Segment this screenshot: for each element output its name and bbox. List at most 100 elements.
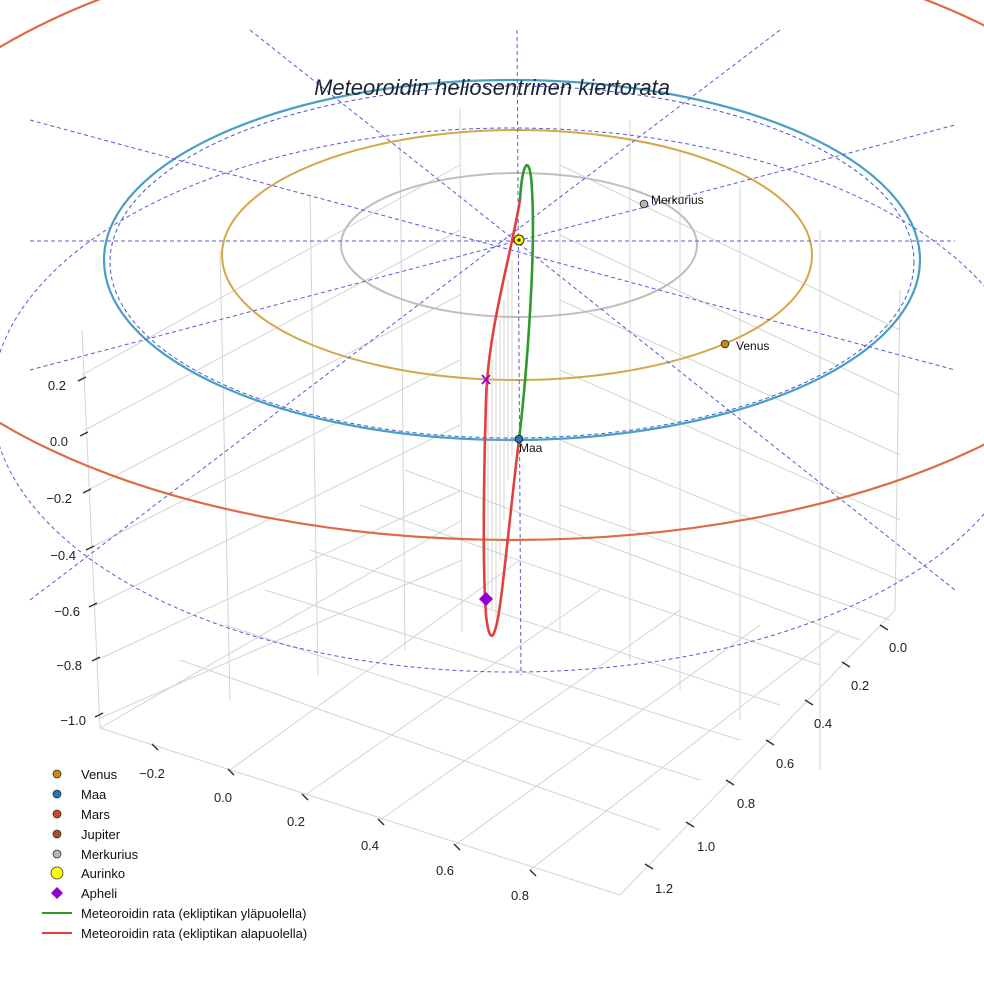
x-tick: [377, 818, 385, 826]
legend-label: Meteoroidin rata (ekliptikan yläpuolella…: [81, 906, 306, 921]
grid-line: [399, 139, 406, 651]
grid-line: [559, 369, 901, 521]
z-tick: [82, 488, 92, 494]
x-axis: [151, 743, 537, 877]
grid-line: [99, 559, 463, 719]
x-tick-label: 0.0: [214, 790, 232, 805]
y-tick: [804, 699, 814, 706]
merkurius-point: Merkurius: [639, 193, 704, 209]
grid-line: [619, 609, 896, 896]
grid-line: [309, 549, 781, 706]
venus-point: Venus: [720, 339, 769, 353]
y-tick-label: 0.6: [776, 756, 794, 771]
x-tick-label: 0.6: [436, 863, 454, 878]
legend-entry-merkurius: Merkurius: [52, 847, 139, 862]
x-tick-label: 0.2: [287, 814, 305, 829]
chart-title: Meteoroidin heliosentrinen kiertorata: [314, 75, 670, 100]
grid-line: [87, 294, 461, 491]
legend-label: Apheli: [81, 886, 117, 901]
legend-label: Meteoroidin rata (ekliptikan alapuolella…: [81, 926, 307, 941]
meteoroid-orbit-above: [517, 163, 535, 441]
grid-line: [99, 519, 463, 729]
legend-label: Jupiter: [81, 827, 121, 842]
aurinko-marker: [513, 234, 525, 246]
z-tick-labels: 0.2 0.0 −0.2 −0.4 −0.6 −0.8 −1.0: [46, 378, 86, 728]
legend: Venus Maa Mars Jupiter Merkurius Aurinko…: [42, 767, 307, 941]
maa-point: Maa: [514, 434, 543, 455]
z-tick-label: −0.8: [56, 658, 82, 673]
meteoroid-orbit-below: [482, 199, 522, 638]
y-tick: [765, 739, 775, 746]
grid-line: [81, 329, 101, 729]
y-tick-label: 1.2: [655, 881, 673, 896]
y-tick-label: 0.8: [737, 796, 755, 811]
y-tick-label: 1.0: [697, 839, 715, 854]
legend-label: Maa: [81, 787, 107, 802]
x-tick: [301, 793, 309, 801]
y-tick: [879, 624, 889, 631]
venus-orbit: [221, 129, 813, 381]
z-axis: [77, 376, 104, 718]
grid-line: [559, 299, 901, 456]
legend-entry-aurinko: Aurinko: [50, 866, 125, 881]
z-tick: [79, 431, 89, 437]
z-tick-label: 0.0: [50, 434, 68, 449]
grid-line: [559, 504, 891, 621]
apheli-marker: [479, 592, 493, 606]
y-tick: [685, 821, 695, 828]
grid-line: [459, 107, 463, 633]
x-tick-label: 0.8: [511, 888, 529, 903]
x-tick-labels: −0.2 0.0 0.2 0.4 0.6 0.8: [139, 766, 529, 903]
grid-line: [89, 359, 461, 549]
z-tick-label: −0.2: [46, 491, 72, 506]
grid-line: [179, 659, 661, 831]
x-tick-label: 0.4: [361, 838, 379, 853]
grid-line: [229, 559, 521, 771]
meteoroid-marker: [481, 374, 491, 385]
legend-entry-jupiter: Jupiter: [52, 827, 121, 842]
y-axis: [644, 624, 889, 870]
projection-hatch: [487, 260, 513, 618]
legend-entry-maa: Maa: [52, 787, 107, 802]
z-tick: [91, 656, 101, 662]
grid-line: [894, 289, 901, 611]
grid-line: [529, 629, 841, 871]
legend-label: Venus: [81, 767, 118, 782]
legend-label: Aurinko: [81, 866, 125, 881]
legend-label: Merkurius: [81, 847, 139, 862]
z-tick-label: −0.6: [54, 604, 80, 619]
x-tick: [529, 869, 537, 877]
grid-line: [219, 249, 231, 701]
grid-line: [359, 504, 821, 666]
y-tick-labels: 0.0 0.2 0.4 0.6 0.8 1.0 1.2: [655, 640, 907, 896]
z-tick: [94, 712, 104, 718]
radial-lines: [29, 29, 956, 676]
projection-ellipse: [0, 127, 984, 673]
grid-line: [99, 727, 621, 896]
z-tick-label: −0.4: [50, 548, 76, 563]
y-tick-label: 0.2: [851, 678, 869, 693]
merkurius-label: Merkurius: [651, 193, 704, 207]
legend-entry-mars: Mars: [52, 807, 110, 822]
z-tick: [77, 376, 87, 382]
z-tick-label: 0.2: [48, 378, 66, 393]
legend-entry-venus: Venus: [52, 767, 118, 782]
y-tick-label: 0.0: [889, 640, 907, 655]
x-tick: [151, 743, 159, 751]
grid-line: [84, 229, 461, 431]
z-tick: [85, 545, 95, 551]
legend-label: Mars: [81, 807, 110, 822]
mars-orbit: [0, 0, 984, 542]
grid-line: [309, 194, 319, 676]
legend-entry-below: Meteoroidin rata (ekliptikan alapuolella…: [42, 926, 307, 941]
z-tick: [88, 602, 98, 608]
y-tick: [841, 661, 851, 668]
y-tick-label: 0.4: [814, 716, 832, 731]
x-tick: [227, 768, 235, 776]
grid-line: [93, 424, 461, 607]
x-tick: [453, 843, 461, 851]
y-tick: [725, 779, 735, 786]
grid-line: [264, 589, 741, 741]
grid-line: [559, 164, 901, 331]
